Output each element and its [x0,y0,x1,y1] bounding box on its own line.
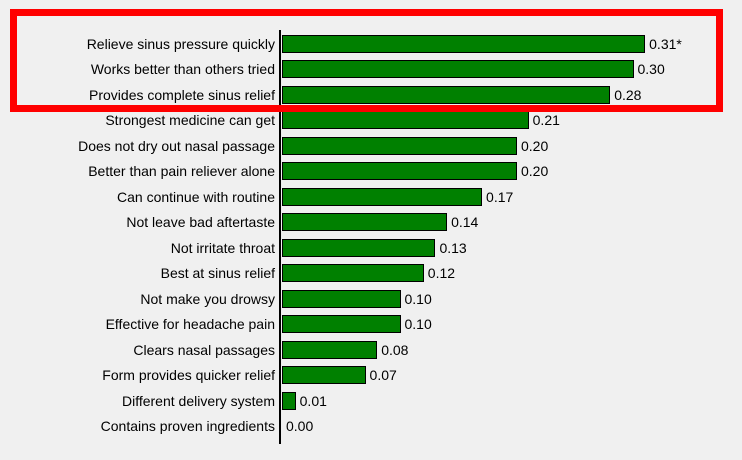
bar [282,391,296,410]
category-label: Not irritate throat [170,239,275,256]
row: Clears nasal passages 0.08 [0,337,742,363]
bar-area: 0.28 [281,82,742,108]
row: Different delivery system 0.01 [0,388,742,414]
category-label: Different delivery system [121,392,275,409]
row: Contains proven ingredients 0.00 [0,414,742,440]
y-axis-line [279,30,281,444]
bar-area: 0.30 [281,57,742,83]
category-label: Not leave bad aftertaste [126,214,275,231]
bar [282,238,436,257]
value-label: 0.30 [637,61,665,78]
row: Not leave bad aftertaste 0.14 [0,210,742,236]
category-label: Can continue with routine [117,188,275,205]
bar [282,60,634,79]
bar [282,85,611,104]
value-label: 0.12 [427,265,456,282]
row: Works better than others tried 0.30 [0,57,742,83]
value-label: 0.13 [439,239,467,256]
row: Provides complete sinus relief 0.28 [0,82,742,108]
row: Effective for headache pain 0.10 [0,312,742,338]
value-label: 0.00 [286,418,314,435]
bar [282,315,401,334]
row: Better than pain reliever alone 0.20 [0,159,742,185]
row: Not make you drowsy 0.10 [0,286,742,312]
row: Form provides quicker relief 0.07 [0,363,742,389]
category-label: Relieve sinus pressure quickly [86,35,275,52]
bar-area: 0.17 [281,184,742,210]
value-label: 0.21 [532,112,560,129]
row: Does not dry out nasal passage 0.20 [0,133,742,159]
row: Best at sinus relief 0.12 [0,261,742,287]
category-label: Not make you drowsy [140,290,275,307]
bar [282,366,366,385]
bar-area: 0.12 [281,261,742,287]
bar [282,187,483,206]
bar [282,213,448,232]
category-label: Best at sinus relief [160,265,275,282]
value-label: 0.17 [486,188,514,205]
bar [282,289,401,308]
row: Relieve sinus pressure quickly 0.31* [0,31,742,57]
row: Can continue with routine 0.17 [0,184,742,210]
bar-area: 0.00 [281,414,742,440]
bar [282,162,517,181]
value-label: 0.20 [521,137,549,154]
category-label: Better than pain reliever alone [88,163,275,180]
bar-area: 0.31* [281,31,742,57]
value-label: 0.31* [649,35,682,52]
bar-area: 0.10 [281,286,742,312]
value-label: 0.28 [614,86,642,103]
category-label: Clears nasal passages [133,341,275,358]
category-label: Form provides quicker relief [102,367,275,384]
value-label: 0.07 [369,367,397,384]
category-label: Effective for headache pain [105,316,275,333]
bar [282,264,424,283]
bar-area: 0.07 [281,363,742,389]
category-label: Provides complete sinus relief [89,86,275,103]
bar-area: 0.21 [281,108,742,134]
bar-area: 0.01 [281,388,742,414]
bar-area: 0.14 [281,210,742,236]
value-label: 0.08 [381,341,409,358]
category-label: Contains proven ingredients [100,418,275,435]
row: Not irritate throat 0.13 [0,235,742,261]
value-label: 0.14 [451,214,479,231]
category-label: Does not dry out nasal passage [78,137,275,154]
category-label: Works better than others tried [90,61,275,78]
category-label: Strongest medicine can get [105,112,275,129]
value-label: 0.10 [404,316,432,333]
row: Strongest medicine can get 0.21 [0,108,742,134]
bar [282,34,646,53]
bar-area: 0.20 [281,159,742,185]
bar-area: 0.20 [281,133,742,159]
bar-area: 0.13 [281,235,742,261]
rows: Relieve sinus pressure quickly 0.31* Works… [0,31,742,439]
bar [282,340,378,359]
value-label: 0.20 [521,163,549,180]
bar-area: 0.10 [281,312,742,338]
bar [282,111,529,130]
bar [282,136,517,155]
value-label: 0.10 [404,290,432,307]
bar-area: 0.08 [281,337,742,363]
value-label: 0.01 [299,392,327,409]
